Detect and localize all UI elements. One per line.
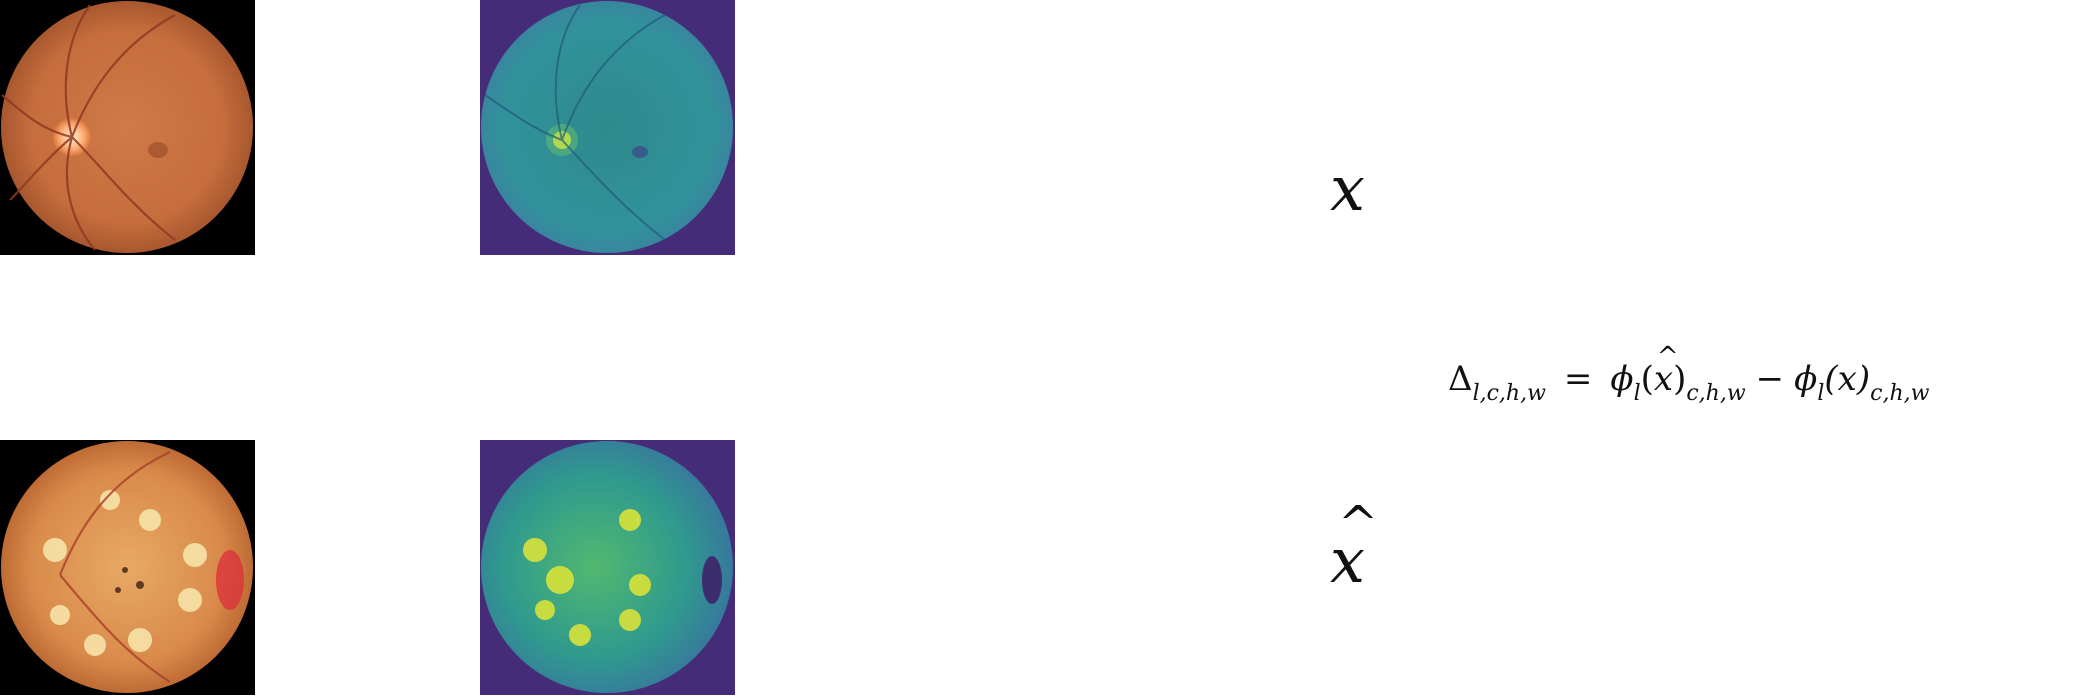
heatmap-counterfactual (480, 440, 735, 695)
eq-delta: Δ (1448, 359, 1473, 399)
heatmap-hotspots (523, 509, 651, 646)
heatmap-disc-area (481, 1, 733, 253)
fundus-counterfactual-graphic (1, 441, 253, 693)
eq-phi-2: ϕ (1794, 359, 1818, 399)
macula (148, 142, 168, 158)
eq-delta-subscript: l,c,h,w (1472, 381, 1546, 406)
fundus-disc-area (1, 1, 253, 253)
symbol-x-hat: x (1330, 500, 1378, 592)
fundus-disc-area (1, 441, 253, 693)
delta-equation: Δl,c,h,w=ϕl(x)c,h,w−ϕl(x)c,h,w (1448, 344, 1930, 406)
eq-sub-2: c,h,w (1870, 381, 1930, 406)
heatmap-original-graphic (481, 1, 733, 253)
laser-scars (43, 490, 207, 656)
vessels (1, 4, 176, 251)
eq-minus: − (1755, 359, 1785, 399)
eq-phi-2-subscript: l (1817, 381, 1825, 406)
symbol-x: x (1330, 152, 1365, 225)
heatmap-counterfactual-graphic (481, 441, 733, 693)
eq-phi-1: ϕ (1610, 359, 1634, 399)
fundus-image-original (0, 0, 255, 255)
heatmap-disc-area (481, 441, 733, 693)
eq-phi-1-subscript: l (1633, 381, 1641, 406)
fundus-image-counterfactual (0, 440, 255, 695)
eq-sub-1: c,h,w (1686, 381, 1746, 406)
eq-arg-1: x (1654, 344, 1679, 396)
eq-equals: = (1563, 359, 1593, 399)
eq-arg-2: (x) (1824, 359, 1871, 399)
fundus-original-graphic (1, 1, 253, 253)
heatmap-original (480, 0, 735, 255)
